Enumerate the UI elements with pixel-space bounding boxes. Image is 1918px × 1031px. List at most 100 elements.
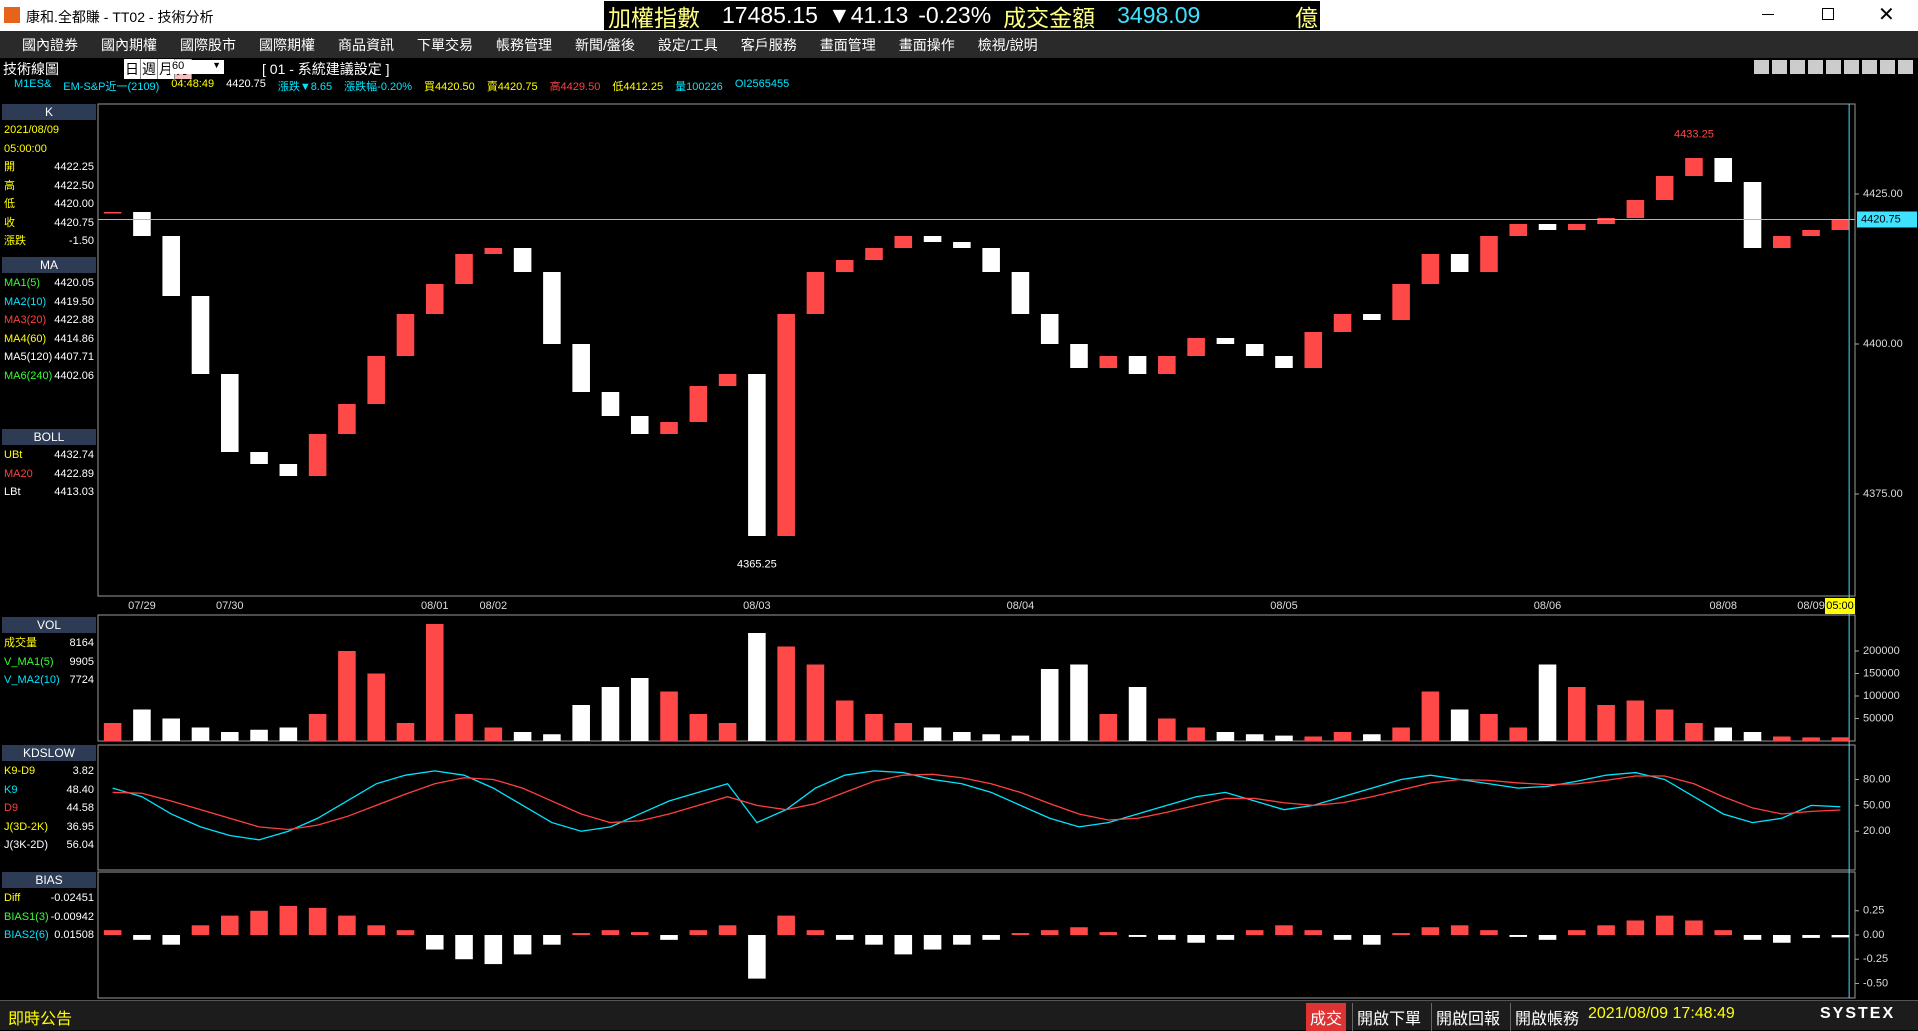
indicator-value: 4422.89 (54, 467, 94, 480)
status-button[interactable]: 開啟帳務 (1510, 1003, 1583, 1031)
y-tick-label: 4425.00 (1863, 188, 1903, 200)
volume-bar (1685, 723, 1703, 741)
bias-bar (982, 935, 1000, 940)
bias-bar (601, 930, 620, 935)
bias-bar (806, 930, 825, 935)
indicator-label: 高 (4, 179, 15, 192)
candle (953, 242, 971, 248)
candle (1187, 338, 1205, 356)
y-tick-label: 4375.00 (1863, 488, 1903, 500)
volume-bar (1714, 727, 1733, 741)
candle (1070, 344, 1088, 368)
volume-bar (630, 678, 649, 741)
indicator-label: D9 (4, 802, 19, 814)
menu-item[interactable]: 下單交易 (417, 36, 473, 53)
bias-bar (543, 935, 561, 945)
indicator-value: 3.82 (72, 765, 94, 777)
volume-bar (1655, 709, 1674, 741)
volume-bar (1187, 727, 1205, 741)
volume-bar (806, 664, 825, 741)
indicator-row: 05:00:00 (4, 140, 94, 158)
y-tick-label: 150000 (1863, 667, 1900, 679)
indicator-label: 收 (4, 216, 15, 229)
candle (1333, 314, 1352, 332)
app-icon (4, 7, 20, 23)
ticker-index: 17485.15 (722, 2, 818, 28)
price-annotation: 4365.25 (737, 558, 777, 570)
indicator-value: 4414.86 (54, 332, 94, 345)
y-tick-label: -0.25 (1863, 953, 1888, 965)
volume-bar (1743, 732, 1762, 741)
menu-item[interactable]: 商品資訊 (338, 36, 394, 53)
indicator-row: MA2(10) 4419.50 (4, 293, 94, 311)
indicator-row: LBt 4413.03 (4, 483, 94, 501)
indicator-row: BIAS1(3) -0.00942 (4, 908, 94, 926)
quote-line: M1ES& EM-S&P近一(2109) 04:48:49 4420.75 漲跌▼8.6… (14, 78, 789, 93)
volume-bar (1304, 736, 1323, 741)
volume-bar (279, 727, 298, 741)
menu-item[interactable]: 國內期權 (101, 36, 157, 53)
volume-bar (953, 732, 971, 741)
bias-bar (1158, 935, 1176, 940)
period-tab[interactable]: 週 (142, 59, 158, 79)
maximize-button[interactable] (1822, 8, 1834, 20)
minimize-button[interactable] (1762, 14, 1774, 15)
candle (660, 422, 678, 434)
volume-bar (1421, 691, 1440, 741)
status-button[interactable]: 成交 (1306, 1003, 1347, 1031)
status-button[interactable]: 開啟下單 (1352, 1003, 1425, 1031)
cursor-label: 05:00 (1826, 600, 1854, 612)
y-tick-label: -0.50 (1863, 977, 1888, 989)
candle (1128, 356, 1147, 374)
indicator-row: MA20 4422.89 (4, 465, 94, 483)
menu-item[interactable]: 帳務管理 (496, 36, 552, 53)
menu-item[interactable]: 國內證券 (22, 36, 78, 53)
menu-item[interactable]: 檢視/說明 (977, 36, 1038, 53)
menu-item[interactable]: 設定/工具 (657, 36, 718, 53)
indicator-label: 漲跌 (4, 235, 26, 247)
candle (1773, 236, 1791, 248)
menu-item[interactable]: 新聞/盤後 (575, 36, 635, 53)
volume-bar (162, 718, 180, 741)
candle (1626, 200, 1645, 218)
candle (1158, 356, 1176, 374)
volume-bar (894, 723, 913, 741)
y-tick-label: 200000 (1863, 645, 1900, 657)
title-bar: 康和.全都賺 - TT02 - 技術分析 加權指數 17485.15 ▼41.1… (0, 0, 1918, 31)
x-tick-label: 08/06 (1534, 600, 1562, 612)
notice[interactable]: 即時公告 (8, 1011, 73, 1028)
close-button[interactable]: ✕ (1878, 4, 1895, 26)
indicator-label: J(3D-2K) (4, 820, 49, 833)
menu-item[interactable]: 客戶服務 (740, 36, 797, 53)
candle (689, 386, 708, 422)
candle (1655, 176, 1674, 200)
bias-bar (1245, 930, 1264, 935)
period-tab[interactable]: 日 (125, 59, 141, 79)
setting-label[interactable]: [ 01 - 系統建議設定 ] (262, 61, 390, 77)
menu-item[interactable]: 畫面操作 (898, 36, 955, 53)
status-button[interactable]: 開啟回報 (1431, 1003, 1504, 1031)
bias-bar (1040, 930, 1059, 935)
indicator-value: 4420.05 (54, 277, 94, 289)
candle (1743, 182, 1762, 248)
bias-bar (103, 930, 122, 935)
menu-item[interactable]: 國際期權 (259, 36, 315, 53)
menu-item[interactable]: 畫面管理 (819, 36, 876, 53)
candle (1509, 224, 1528, 236)
bias-bar (777, 915, 795, 935)
candle (630, 416, 649, 434)
indicator-value: 4407.71 (54, 351, 94, 363)
interval-select[interactable]: 60 ▼ (170, 60, 224, 74)
panel-frame (97, 744, 1856, 871)
menu-item[interactable]: 國際股市 (180, 36, 236, 53)
candle (865, 248, 883, 260)
volume-bar (250, 729, 268, 741)
volume-bar (308, 714, 327, 741)
bias-bar (367, 925, 385, 935)
turnover: 3498.09 (1117, 2, 1201, 28)
bias-bar (1392, 933, 1410, 935)
candle (1363, 314, 1381, 320)
bias-bar (1099, 932, 1118, 935)
bias-bar (133, 935, 151, 940)
